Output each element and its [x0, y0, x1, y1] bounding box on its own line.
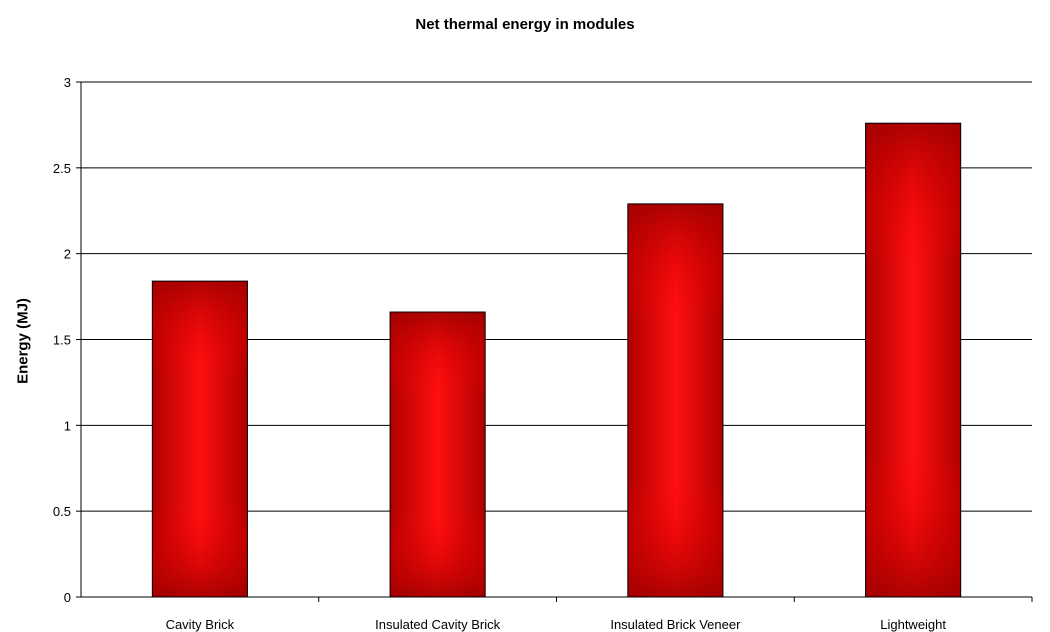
y-tick-label: 0.5 [53, 504, 71, 519]
bars [151, 122, 962, 598]
y-tick-label: 1 [64, 418, 71, 433]
bar [865, 122, 962, 598]
y-tick-label: 3 [64, 75, 71, 90]
bar-shade [865, 122, 962, 598]
y-tick-label: 1.5 [53, 333, 71, 348]
bar [627, 203, 724, 598]
axes [76, 81, 1033, 602]
y-tick-label: 2.5 [53, 161, 71, 176]
x-tick-label: Insulated Cavity Brick [375, 617, 500, 632]
bar-shade [151, 280, 248, 598]
chart-title: Net thermal energy in modules [415, 16, 635, 33]
y-tick-label: 2 [64, 247, 71, 262]
y-tick-label: 0 [64, 590, 71, 605]
axis-labels: 0 0.5 1 1.5 2 2.5 3 Cavity Brick Insulated Cavit… [53, 75, 946, 632]
bar [389, 311, 486, 598]
x-tick-label: Cavity Brick [166, 617, 235, 632]
bar-shade [627, 203, 724, 598]
x-tick-label: Lightweight [880, 617, 946, 632]
x-tick-label: Insulated Brick Veneer [610, 617, 741, 632]
bar [151, 280, 248, 598]
bar-shade [389, 311, 486, 598]
